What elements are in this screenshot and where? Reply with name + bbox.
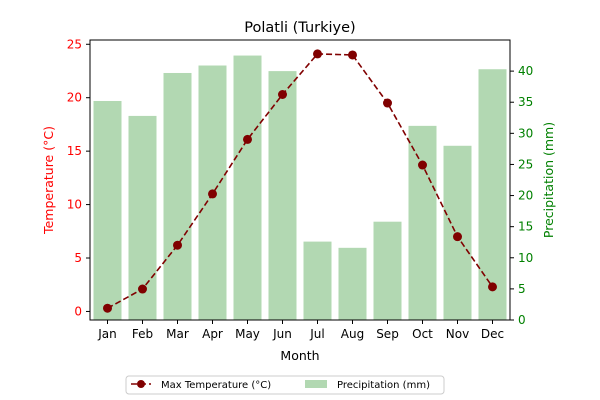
x-tick-label: Oct bbox=[412, 327, 433, 341]
x-tick-label: Sep bbox=[376, 327, 399, 341]
precipitation-tick-label: 5 bbox=[518, 282, 526, 296]
precipitation-axis: 0 5 10 15 20 25 30 35 40 bbox=[510, 64, 533, 327]
precipitation-bar bbox=[163, 72, 192, 320]
precipitation-tick-label: 35 bbox=[518, 95, 533, 109]
temperature-axis: 0 5 10 15 20 25 bbox=[67, 37, 90, 318]
temperature-point bbox=[138, 284, 147, 294]
temperature-point bbox=[208, 189, 217, 199]
x-tick-label: Jan bbox=[97, 327, 117, 341]
temperature-point bbox=[243, 134, 252, 144]
x-tick-label: May bbox=[235, 327, 260, 341]
temperature-point bbox=[453, 232, 462, 242]
temperature-point bbox=[103, 303, 112, 313]
x-tick-label: Jul bbox=[309, 327, 324, 341]
x-tick-label: Apr bbox=[202, 327, 223, 341]
chart-legend: Max Temperature (°C) Precipitation (mm) bbox=[125, 375, 445, 395]
x-tick-label: Nov bbox=[446, 327, 469, 341]
temperature-point bbox=[418, 160, 427, 170]
temperature-point bbox=[348, 50, 357, 60]
temperature-tick-label: 10 bbox=[67, 198, 82, 212]
precipitation-bar bbox=[408, 125, 437, 320]
temperature-point bbox=[313, 49, 322, 59]
temperature-tick-label: 15 bbox=[67, 144, 82, 158]
precipitation-bar bbox=[338, 247, 367, 320]
temperature-tick-label: 25 bbox=[67, 37, 82, 51]
temperature-line-path bbox=[107, 53, 494, 309]
precipitation-tick-label: 10 bbox=[518, 251, 533, 265]
temperature-point bbox=[278, 90, 287, 100]
precipitation-axis-label: Precipitation (mm) bbox=[541, 122, 556, 238]
precipitation-bar bbox=[233, 55, 262, 321]
temperature-tick-label: 5 bbox=[74, 251, 82, 265]
legend-label-temperature: Max Temperature (°C) bbox=[161, 380, 271, 391]
temperature-tick-label: 0 bbox=[74, 304, 82, 318]
precipitation-bars bbox=[93, 55, 507, 321]
precipitation-tick-label: 15 bbox=[518, 220, 533, 234]
precipitation-tick-label: 40 bbox=[518, 64, 533, 78]
x-tick-label: Mar bbox=[166, 327, 189, 341]
temperature-line bbox=[103, 49, 497, 313]
temperature-point bbox=[173, 240, 182, 250]
precipitation-bar bbox=[93, 100, 122, 320]
temperature-point bbox=[488, 282, 497, 292]
precipitation-tick-label: 25 bbox=[518, 157, 533, 171]
legend-line-marker bbox=[137, 380, 145, 388]
precipitation-tick-label: 20 bbox=[518, 189, 533, 203]
x-tick-label: Aug bbox=[341, 327, 364, 341]
precipitation-tick-label: 30 bbox=[518, 126, 533, 140]
x-tick-label: Feb bbox=[132, 327, 153, 341]
legend-bar-swatch bbox=[305, 380, 327, 388]
x-axis-label: Month bbox=[280, 348, 319, 363]
legend-label-precipitation: Precipitation (mm) bbox=[337, 380, 430, 391]
precipitation-bar bbox=[268, 71, 297, 320]
x-tick-label: Dec bbox=[481, 327, 504, 341]
temperature-tick-label: 20 bbox=[67, 91, 82, 105]
precipitation-bar bbox=[303, 241, 332, 320]
x-tick-label: Jun bbox=[272, 327, 292, 341]
legend-box bbox=[125, 375, 445, 395]
precipitation-bar bbox=[373, 221, 402, 320]
temperature-point bbox=[383, 98, 392, 108]
plot-frame bbox=[89, 39, 511, 321]
x-axis: Jan Feb Mar Apr May Jun Jul Aug Sep Oct Nov Dec bbox=[97, 320, 504, 341]
chart-title: Polatli (Turkiye) bbox=[244, 20, 355, 36]
precipitation-tick-label: 0 bbox=[518, 313, 526, 327]
temperature-axis-label: Temperature (°C) bbox=[41, 126, 56, 235]
precipitation-bar bbox=[478, 69, 507, 320]
